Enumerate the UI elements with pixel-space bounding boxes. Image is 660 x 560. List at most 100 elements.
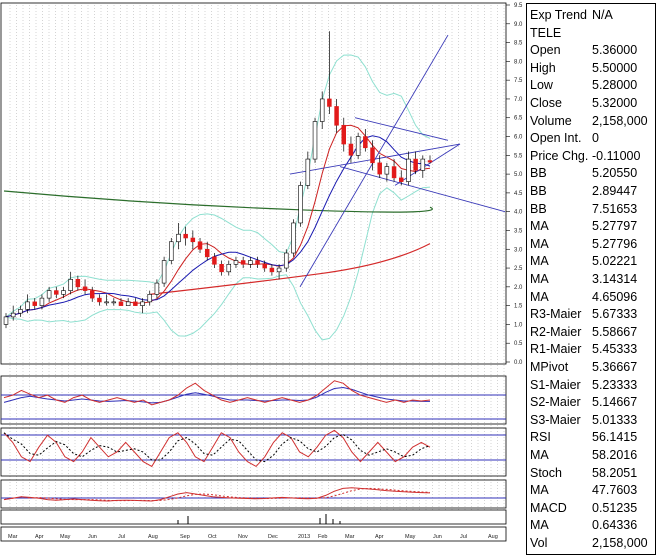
y-tick-label: 1.0 <box>514 322 523 328</box>
candle-body <box>255 260 260 265</box>
info-row: High 5.50000 <box>530 60 637 76</box>
bb-upper-line <box>5 54 431 318</box>
info-value: N/A <box>592 8 613 22</box>
stoch-line <box>3 429 431 468</box>
y-tick-label: 8.5 <box>514 41 523 47</box>
candle-body <box>406 158 411 182</box>
info-row: MA 5.27797 <box>530 218 637 234</box>
candle-body <box>190 237 196 243</box>
candle-body <box>233 260 239 265</box>
rsi-panel <box>0 375 507 425</box>
candle-body <box>133 301 138 306</box>
info-row: Volume 2,158,000 <box>530 113 648 129</box>
y-tick-label: 4.5 <box>514 191 523 197</box>
info-row: S1-Maier 5.23333 <box>530 377 637 393</box>
info-value: 5.32000 <box>592 96 638 110</box>
candle-body <box>384 166 390 175</box>
info-row: S2-Maier 5.14667 <box>530 394 637 410</box>
x-axis-frame <box>0 526 507 542</box>
candle-body <box>298 185 303 224</box>
info-label: S3-Maier <box>530 412 581 427</box>
info-value: 5.02221 <box>592 254 638 269</box>
volume-frame <box>0 509 507 525</box>
info-label: MA <box>530 219 549 234</box>
info-row: MA 47.7603 <box>530 482 637 498</box>
rsi-line <box>3 380 431 406</box>
candle-body <box>147 294 152 303</box>
macd-frame <box>0 479 507 509</box>
ma-long-red-line <box>149 243 431 295</box>
x-tick-label: Jun <box>88 534 97 540</box>
info-row: MA 5.02221 <box>530 253 637 269</box>
x-tick-label: Aug <box>488 534 498 540</box>
info-label: MACD <box>530 500 567 515</box>
info-row: MA 4.65096 <box>530 289 637 305</box>
candle-body <box>291 222 296 254</box>
macd-line <box>3 487 431 502</box>
candle-body <box>319 98 325 122</box>
info-label: High <box>530 60 556 75</box>
info-value: 4.65096 <box>592 289 638 304</box>
trend-line <box>354 117 449 141</box>
stoch-frame <box>0 427 507 477</box>
candle-body <box>399 177 404 182</box>
candle-body <box>39 297 45 306</box>
candle-body <box>25 301 30 310</box>
candle-body <box>125 301 131 306</box>
info-label: MA <box>530 518 549 533</box>
info-value: 5.27796 <box>592 236 638 251</box>
candle-body <box>377 162 382 175</box>
info-value: 5.14667 <box>592 395 638 410</box>
x-tick-label: Apr <box>375 534 384 540</box>
info-label: MA <box>530 289 549 304</box>
info-value: 0.64336 <box>592 518 638 533</box>
candle-body <box>204 248 210 258</box>
info-row: R1-Maier 5.45333 <box>530 341 637 357</box>
info-value: 58.2016 <box>592 448 638 462</box>
info-label: MA <box>530 483 549 498</box>
candle-body <box>219 263 224 273</box>
info-label: Close <box>530 96 562 110</box>
candle-body <box>327 98 332 107</box>
stoch-line <box>3 432 431 463</box>
candle-body <box>118 301 124 306</box>
x-tick-label: Oct <box>208 534 217 540</box>
y-tick-label: 6.5 <box>514 116 523 122</box>
x-tick-label: Mar <box>8 534 18 540</box>
x-tick-label: Feb <box>318 534 327 540</box>
stock-chart: 9.5 9.0 8.5 8.0 7.5 7.0 6.5 6.0 5.5 5.0 4.5 4.0 3.5 3… <box>0 2 524 542</box>
info-label: Open Int. <box>530 131 582 146</box>
info-label: R1-Maier <box>530 342 582 357</box>
info-row: S3-Maier 5.01333 <box>530 412 637 428</box>
info-value: 47.7603 <box>592 483 638 498</box>
info-label: MA <box>530 448 549 462</box>
info-value: 58.2051 <box>592 465 638 480</box>
candle-body <box>312 121 318 160</box>
candle-body <box>370 147 375 164</box>
info-value: 5.36667 <box>592 360 638 374</box>
x-tick-label: Sep <box>180 534 190 540</box>
candle-body <box>226 263 232 273</box>
candle-body <box>82 286 88 291</box>
candle-body <box>10 312 16 318</box>
info-value: 5.23333 <box>592 377 638 392</box>
info-label: BB <box>530 201 547 216</box>
candle-body <box>140 301 145 306</box>
x-tick-label: Apr <box>35 534 44 540</box>
candle-body <box>176 233 181 243</box>
candle-body <box>169 241 174 261</box>
trend-line <box>394 143 461 186</box>
candle-body <box>161 260 167 284</box>
info-label: TELE <box>530 25 562 40</box>
y-tick-label: 3.0 <box>514 247 523 253</box>
y-tick-label: 8.0 <box>514 59 523 65</box>
info-row: R2-Maier 5.58667 <box>530 324 637 340</box>
candle-body <box>305 158 311 186</box>
info-value: 5.50000 <box>592 60 638 75</box>
y-tick-label: 0.0 <box>514 360 523 366</box>
info-value: 5.58667 <box>592 324 638 339</box>
y-tick-label: 1.5 <box>514 304 523 310</box>
info-value: 5.28000 <box>592 78 638 93</box>
grid <box>9 5 505 512</box>
info-row: MA 58.2016 <box>530 447 637 463</box>
